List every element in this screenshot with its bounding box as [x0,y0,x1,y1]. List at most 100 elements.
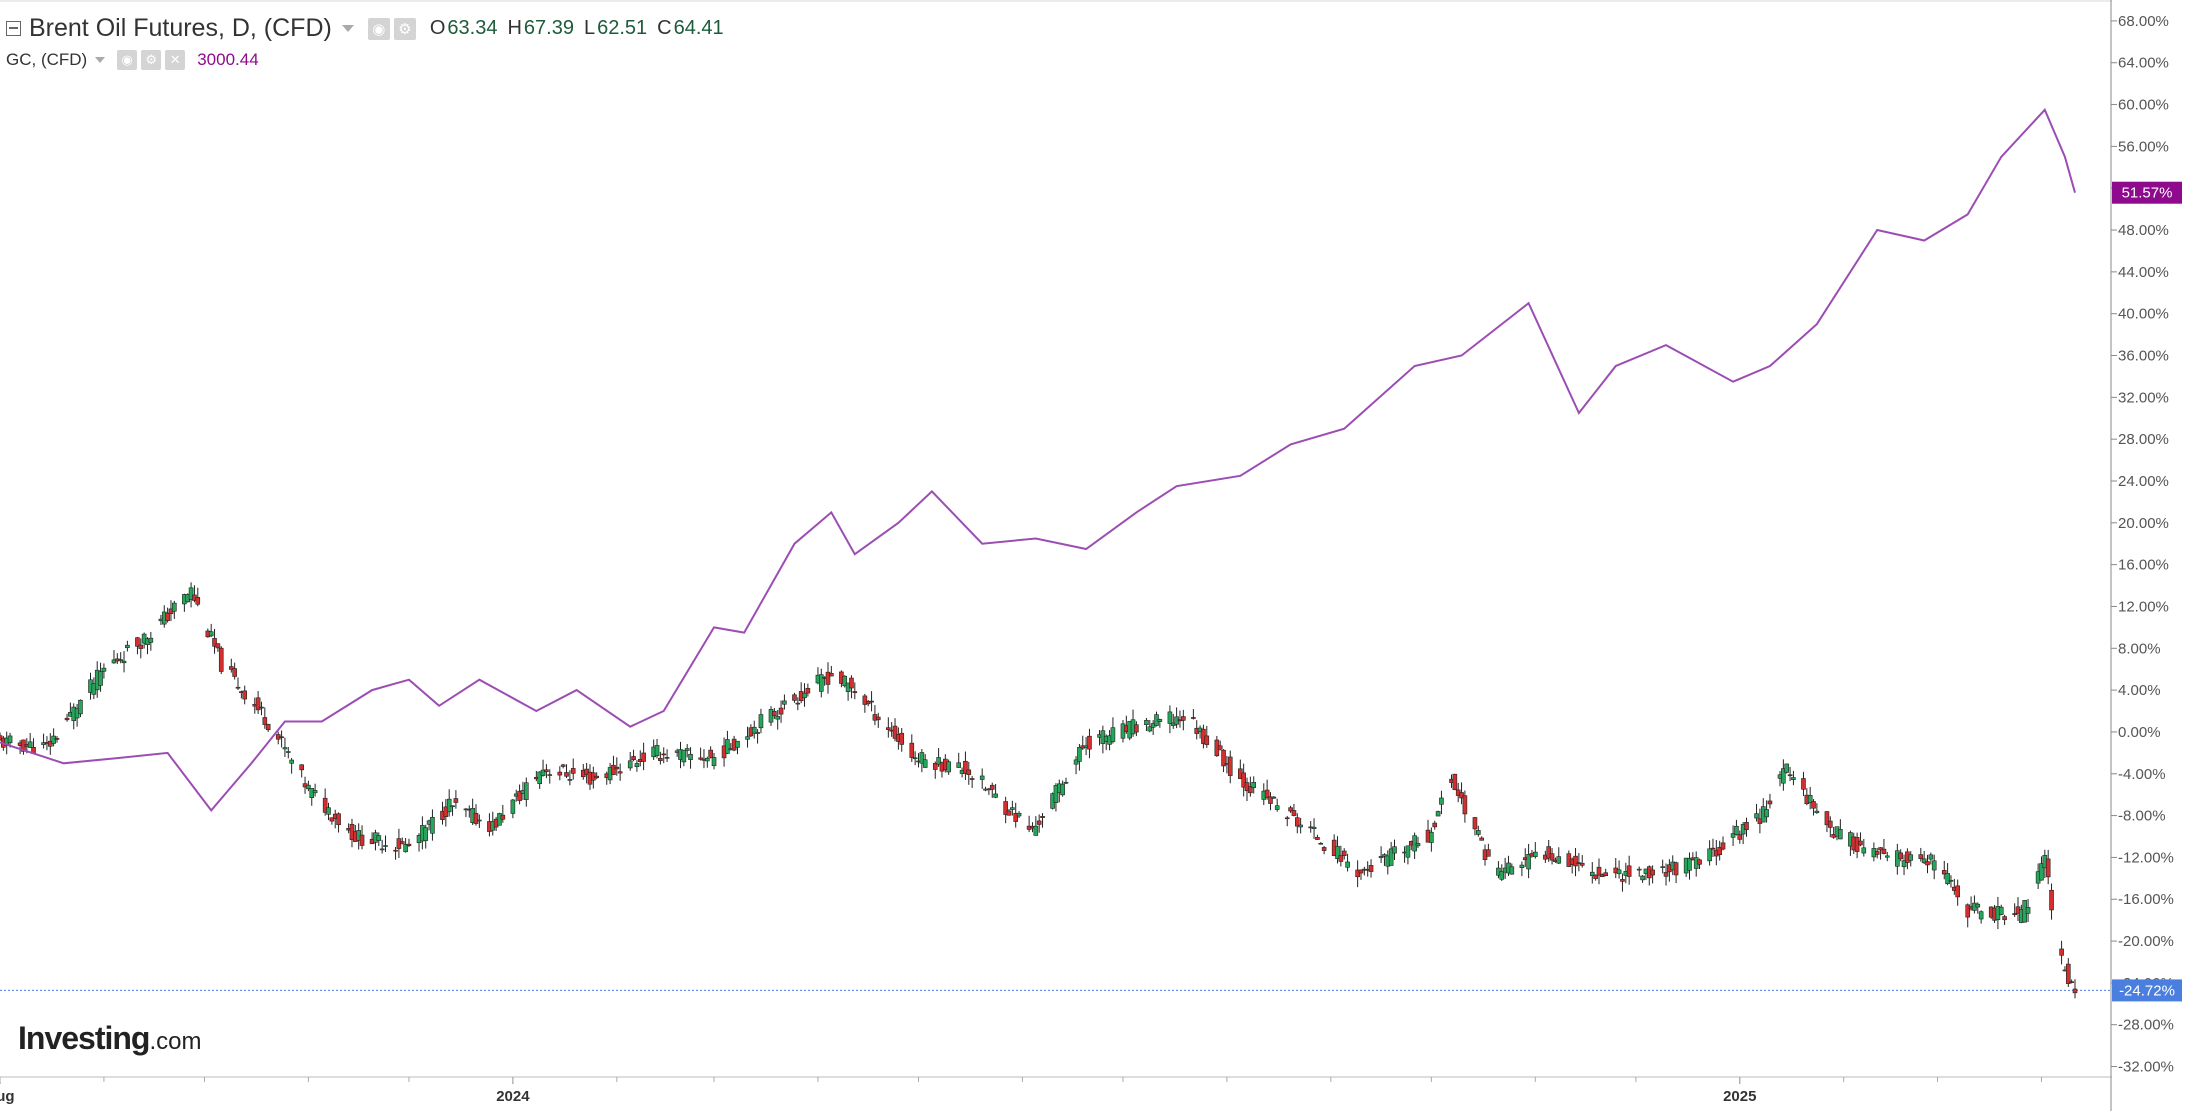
main-legend: Brent Oil Futures, D, (CFD) ◉ ⚙ O 63.34 H… [6,14,724,43]
candle-body [979,775,985,780]
candle-body [1720,842,1726,850]
y-tick-label: 64.00% [2118,55,2169,72]
compare-legend: GC, (CFD) ◉ ⚙ ✕ 3000.44 [6,50,259,70]
candle-body [775,716,781,720]
candle-body [1298,824,1303,828]
close-icon[interactable]: ✕ [165,50,186,70]
series-title[interactable]: Brent Oil Futures, D, (CFD) [29,14,332,42]
candle-body [279,736,284,739]
candle-body [1439,797,1444,805]
candle-body [1603,872,1608,877]
candle-body [1006,810,1012,816]
candle-body [1874,851,1880,855]
candle-body [658,757,663,761]
candle-body [1016,812,1022,817]
candle-body [708,749,713,758]
candle-body [1546,846,1552,859]
candle-body [1663,872,1669,877]
candle-body [27,741,33,748]
candle-body [1321,847,1327,851]
candle-body [1593,874,1598,879]
collapse-icon[interactable] [6,21,21,36]
gear-icon[interactable]: ⚙ [393,17,416,40]
candle-body [208,631,214,637]
candle-body [1077,747,1082,762]
candle-body [138,644,144,649]
candle-body [1697,859,1702,865]
candle-body [1787,774,1793,777]
candle-body [1781,768,1786,784]
eye-icon[interactable]: ◉ [367,17,390,40]
high-value: 67.39 [523,17,574,39]
candle-body [594,775,599,779]
candle-body [1318,842,1324,845]
candle-body [322,797,328,813]
candle-body [101,667,107,672]
eye-icon[interactable]: ◉ [117,50,138,70]
candle-body [2012,913,2017,916]
candle-body [1784,763,1790,773]
candle-body [54,738,60,740]
candle-body [1827,820,1833,828]
candle-body [523,782,529,800]
candle-body [212,638,217,647]
candle-body [1157,719,1163,722]
candle-body [2065,963,2071,984]
candle-body [255,697,261,711]
y-tick-label: 4.00% [2118,682,2161,699]
candle-body [111,659,117,664]
candle-body [64,717,70,721]
candle-body [359,834,365,846]
candle-body [1878,847,1883,851]
candle-body [1707,848,1712,862]
candle-body [403,844,408,853]
candle-body [584,768,589,775]
candle-body [1227,756,1233,776]
candle-body [537,771,543,785]
candle-body [969,778,975,780]
candle-body [560,764,566,767]
candle-body [1251,782,1257,788]
candle-body [1311,826,1317,829]
candle-body [259,706,264,709]
candle-body [1918,854,1924,859]
candle-body [909,742,915,758]
candle-body [1338,855,1344,862]
candle-body [326,807,331,815]
candle-body [1241,772,1246,788]
logo-suffix: .com [149,1028,202,1055]
candle-body [1060,783,1065,796]
candle-body [242,690,248,700]
compare-series-title[interactable]: GC, (CFD) [6,50,88,69]
candle-body [1626,865,1632,877]
candle-body [1003,801,1008,815]
candle-body [772,711,777,717]
candle-body [1556,856,1562,864]
candle-body [1901,860,1907,868]
brent-candles [0,582,2078,999]
candle-body [1167,711,1173,724]
y-tick-label: 12.00% [2118,598,2169,615]
candle-body [842,675,848,687]
candle-body [617,771,623,774]
y-tick-label: 44.00% [2118,264,2169,281]
candle-body [1754,813,1759,819]
candle-body [544,769,549,773]
candle-body [1730,833,1736,838]
candle-body [7,735,13,744]
candle-body [564,772,569,777]
candle-body [1687,858,1692,871]
chevron-down-icon[interactable] [341,25,354,32]
candle-body [1640,875,1645,881]
candle-body [453,798,459,803]
close-key: C [657,17,672,39]
y-tick-label: 68.00% [2118,13,2169,30]
y-tick-label: -4.00% [2118,766,2166,783]
candle-body [1616,869,1622,874]
candle-body [1945,873,1950,884]
chevron-down-icon[interactable] [95,57,106,63]
candle-body [1476,830,1481,835]
gear-icon[interactable]: ⚙ [141,50,162,70]
y-tick-label: 60.00% [2118,97,2169,114]
candle-body [1274,805,1280,810]
